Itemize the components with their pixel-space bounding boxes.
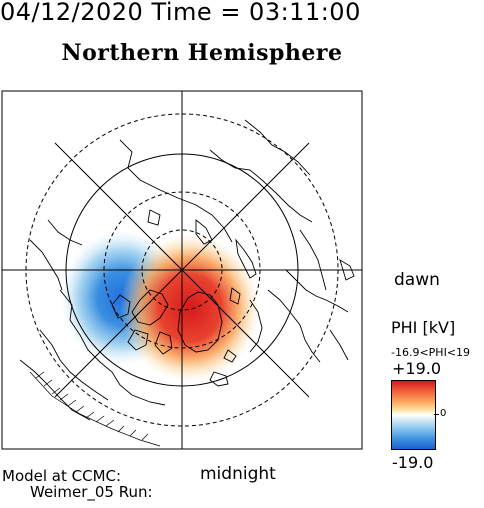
coastlines: [19, 119, 355, 421]
colorbar-min-label: -19.0: [392, 453, 434, 472]
colorbar: [391, 380, 436, 450]
timestamp-header: 04/12/2020 Time = 03:11:00: [0, 0, 361, 26]
colorbar-range: -16.9<PHI<19: [391, 347, 471, 358]
colorbar-zero-label: 0: [440, 408, 447, 419]
plot-title: Northern Hemisphere: [61, 40, 343, 66]
polar-map: [1, 90, 363, 450]
dawn-label: dawn: [394, 270, 440, 290]
colorbar-title: PHI [kV]: [391, 318, 456, 337]
midnight-label: midnight: [200, 464, 276, 484]
meridian-line: [54, 142, 310, 398]
map-frame: [1, 90, 363, 450]
run-label: Weimer_05 Run:: [30, 483, 153, 501]
colorbar-max-label: +19.0: [392, 359, 442, 378]
hatched-region: [29, 371, 161, 447]
colorbar-zero-tick: [434, 414, 439, 415]
model-label: Model at CCMC:: [2, 467, 122, 485]
